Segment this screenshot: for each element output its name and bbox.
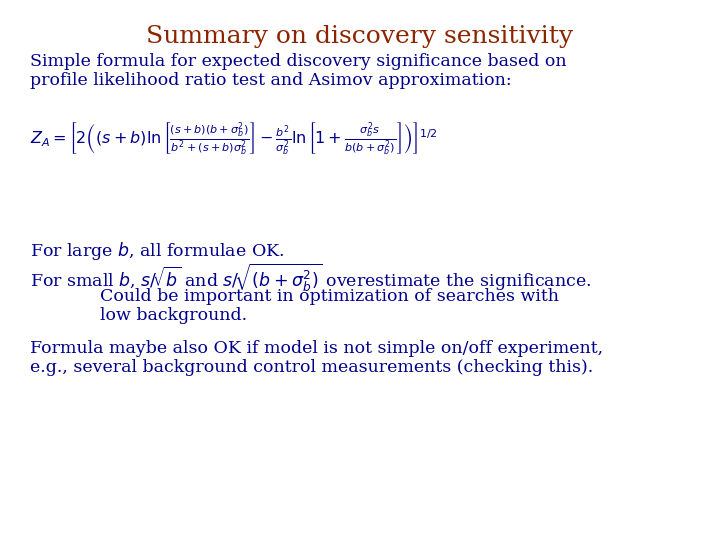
Text: Could be important in optimization of searches with: Could be important in optimization of se… xyxy=(100,288,559,305)
Text: e.g., several background control measurements (checking this).: e.g., several background control measure… xyxy=(30,359,593,376)
Text: For large $b$, all formulae OK.: For large $b$, all formulae OK. xyxy=(30,240,284,262)
Text: low background.: low background. xyxy=(100,307,247,324)
Text: Simple formula for expected discovery significance based on: Simple formula for expected discovery si… xyxy=(30,53,567,70)
Text: Formula maybe also OK if model is not simple on/off experiment,: Formula maybe also OK if model is not si… xyxy=(30,340,603,357)
Text: $Z_A = \left[2\left((s+b)\ln\left[\frac{(s+b)(b+\sigma_b^2)}{b^2+(s+b)\sigma_b^2: $Z_A = \left[2\left((s+b)\ln\left[\frac{… xyxy=(30,120,438,158)
Text: profile likelihood ratio test and Asimov approximation:: profile likelihood ratio test and Asimov… xyxy=(30,72,512,89)
Text: Summary on discovery sensitivity: Summary on discovery sensitivity xyxy=(146,25,574,48)
Text: For small $b$, $s/\!\sqrt{b}$ and $s/\!\sqrt{(b+\sigma_b^2)}$ overestimate the s: For small $b$, $s/\!\sqrt{b}$ and $s/\!\… xyxy=(30,262,591,294)
